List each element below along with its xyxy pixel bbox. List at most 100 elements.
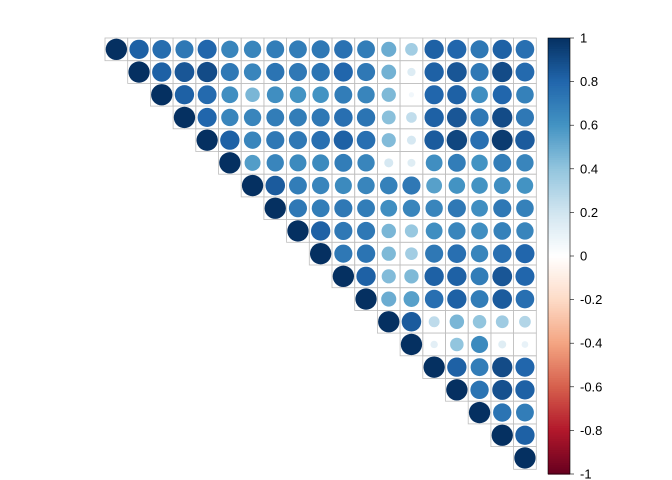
colorbar-tick-label: -1 (580, 467, 592, 480)
correlation-circle (379, 176, 398, 195)
correlation-circle (448, 222, 466, 240)
correlation-circle (334, 153, 353, 172)
colorbar-segment (548, 443, 570, 447)
correlation-circle (288, 62, 308, 82)
colorbar-segment (548, 149, 570, 152)
colorbar-segment (548, 445, 570, 449)
correlation-circle (220, 130, 240, 150)
colorbar-segment (548, 454, 570, 458)
correlation-circle (381, 133, 396, 148)
colorbar-segment (548, 51, 570, 54)
correlation-circle (516, 154, 534, 172)
colorbar-segment (548, 249, 570, 253)
colorbar-segment (548, 123, 570, 126)
correlation-circle (424, 85, 444, 105)
correlation-circle (334, 244, 353, 263)
colorbar-segment (548, 373, 570, 377)
colorbar-segment (548, 382, 570, 386)
colorbar-segment (548, 247, 570, 251)
correlation-circle (471, 86, 488, 104)
colorbar-segment (548, 38, 570, 41)
colorbar-segment (548, 101, 570, 104)
correlation-circle (333, 62, 353, 82)
colorbar-segment (548, 210, 570, 213)
correlation-circle (357, 176, 375, 195)
correlation-circle (407, 67, 416, 77)
colorbar-segment (548, 303, 570, 307)
colorbar-segment (548, 391, 570, 394)
correlation-circle (492, 61, 513, 83)
colorbar-tick-label: 0.8 (580, 74, 598, 89)
colorbar-segment (548, 360, 570, 364)
correlation-circle (334, 199, 353, 218)
colorbar-segment (548, 299, 570, 303)
colorbar-segment (548, 192, 570, 196)
colorbar-segment (548, 393, 570, 397)
correlation-circle (333, 130, 354, 150)
correlation-circle (289, 108, 307, 127)
colorbar-segment (548, 164, 570, 168)
correlation-circle (243, 108, 262, 127)
correlation-circle (491, 424, 513, 446)
colorbar-segment (548, 288, 570, 292)
colorbar-segment (548, 79, 570, 83)
correlation-circle (400, 333, 423, 356)
correlation-circle (311, 40, 330, 59)
colorbar-segment (548, 203, 570, 207)
circle-layer (105, 38, 536, 469)
correlation-circle (515, 244, 535, 264)
colorbar-segment (548, 175, 570, 179)
colorbar-segment (548, 232, 570, 235)
correlation-circle (515, 40, 535, 59)
correlation-circle (447, 289, 467, 309)
correlation-circle (447, 85, 467, 105)
colorbar-segment (548, 447, 570, 451)
correlation-circle (492, 289, 513, 309)
colorbar-segment (548, 240, 570, 244)
correlation-circle (381, 87, 396, 102)
colorbar-tick-label: -0.6 (580, 379, 602, 394)
colorbar-segment (548, 388, 570, 392)
correlation-circle (266, 154, 284, 172)
correlation-circle (424, 107, 444, 128)
correlation-circle (447, 39, 467, 59)
correlation-circle (221, 108, 239, 127)
correlation-circle (245, 87, 260, 102)
grid-layer (104, 37, 537, 470)
correlation-circle (446, 62, 467, 82)
colorbar-segment (548, 105, 570, 109)
correlation-circle (355, 288, 377, 310)
colorbar-segment (548, 277, 570, 281)
colorbar-segment (548, 201, 570, 205)
colorbar-segment (548, 458, 570, 462)
correlation-circle (264, 197, 286, 219)
correlation-circle (243, 63, 262, 81)
correlation-circle (430, 340, 438, 349)
correlation-circle (470, 108, 489, 127)
colorbar-segment (548, 423, 570, 427)
colorbar-segment (548, 218, 570, 222)
colorbar-segment (548, 371, 570, 375)
correlation-circle (289, 154, 307, 172)
colorbar-segment (548, 384, 570, 388)
colorbar-segment (548, 140, 570, 144)
correlation-circle (357, 154, 375, 172)
correlation-circle (468, 401, 491, 424)
correlation-circle (221, 86, 239, 104)
correlation-circle (447, 199, 466, 218)
colorbar: 1 0.8 0.6 0.4 0.2 0 -0.2 -0.4 -0.6 -0.8 -1 (547, 31, 602, 480)
correlation-circle (334, 40, 353, 59)
colorbar-segment (548, 88, 570, 91)
correlation-circle (312, 154, 330, 172)
correlation-circle (197, 107, 217, 127)
correlation-circle (515, 130, 535, 150)
colorbar-segment (548, 177, 570, 181)
colorbar-segment (548, 114, 570, 118)
colorbar-segment (548, 343, 570, 346)
grid-cell (513, 446, 537, 470)
colorbar-segment (548, 275, 570, 279)
correlation-circle (332, 265, 355, 288)
correlation-circle (428, 316, 440, 328)
correlation-circle (493, 403, 512, 422)
colorbar-segment (548, 186, 570, 190)
